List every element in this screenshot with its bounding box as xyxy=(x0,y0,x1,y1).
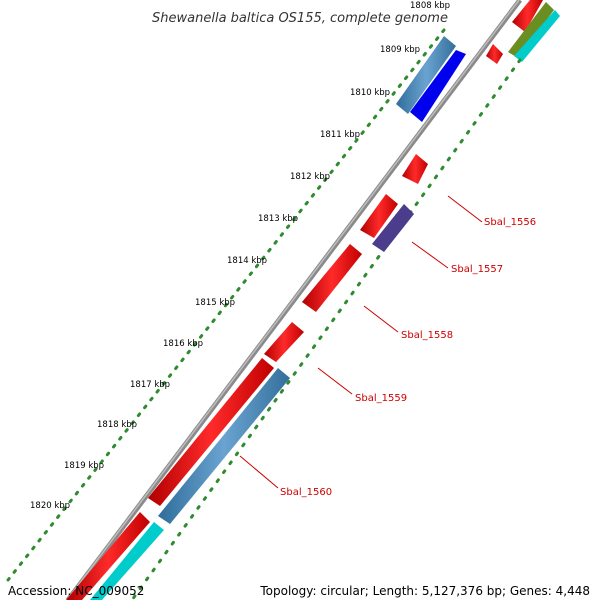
cds-sbal-1557 xyxy=(372,204,414,252)
genome-summary: Topology: circular; Length: 5,127,376 bp… xyxy=(260,584,590,598)
cds-feature xyxy=(90,522,164,600)
cds-feature xyxy=(508,2,554,58)
cds-sbal-1558 xyxy=(302,244,362,312)
leader-line xyxy=(317,367,353,395)
features-bottom xyxy=(66,512,164,600)
cds-sbal-1560 xyxy=(148,358,274,506)
leader-line xyxy=(447,195,483,223)
features-top xyxy=(396,0,560,122)
tick-label: 1810 kbp xyxy=(350,88,390,98)
tick-label: 1817 kbp xyxy=(130,380,170,390)
tick-label: 1818 kbp xyxy=(97,420,137,430)
leader-line xyxy=(239,455,279,489)
gene-label-sbal-1556: Sbal_1556 xyxy=(484,217,536,228)
features-mid xyxy=(148,154,428,524)
backbone-ring-highlight xyxy=(66,0,520,600)
tick-label: 1812 kbp xyxy=(290,172,330,182)
cds-feature xyxy=(512,0,543,32)
backbone-ring xyxy=(66,0,522,600)
ruler-track: 1808 kbp 1809 kbp 1810 kbp 1811 kbp 1812… xyxy=(6,1,450,582)
leader-line xyxy=(363,305,399,333)
tick-label: 1808 kbp xyxy=(410,1,450,11)
gene-labels: Sbal_1556 Sbal_1557 Sbal_1558 Sbal_1559 … xyxy=(239,195,536,498)
gene-label-sbal-1558: Sbal_1558 xyxy=(401,330,453,341)
ruler-dots-outer xyxy=(6,28,446,582)
cds-feature xyxy=(402,154,428,184)
leader-line xyxy=(411,241,449,269)
map-title: Shewanella baltica OS155, complete genom… xyxy=(152,11,448,26)
tick-label: 1814 kbp xyxy=(227,256,267,266)
tick-label: 1815 kbp xyxy=(195,298,235,308)
cds-sbal-1556 xyxy=(360,194,398,238)
cds-sbal-1559 xyxy=(264,322,304,362)
accession-text: Accession: NC_009052 xyxy=(8,584,145,598)
tick-label: 1816 kbp xyxy=(163,339,203,349)
cds-feature xyxy=(410,50,466,122)
tick-label: 1813 kbp xyxy=(258,214,298,224)
gene-label-sbal-1560: Sbal_1560 xyxy=(280,487,332,498)
gc-track xyxy=(130,58,522,600)
cds-feature xyxy=(158,368,290,524)
tick-label: 1811 kbp xyxy=(320,130,360,140)
gene-label-sbal-1559: Sbal_1559 xyxy=(355,393,407,404)
cds-feature xyxy=(486,44,503,64)
cds-feature xyxy=(396,36,456,114)
gene-label-sbal-1557: Sbal_1557 xyxy=(451,264,503,275)
tick-label: 1809 kbp xyxy=(380,45,420,55)
tick-label: 1819 kbp xyxy=(64,461,104,471)
cds-feature xyxy=(66,512,150,600)
tick-label: 1820 kbp xyxy=(30,501,70,511)
cds-feature xyxy=(514,10,560,62)
